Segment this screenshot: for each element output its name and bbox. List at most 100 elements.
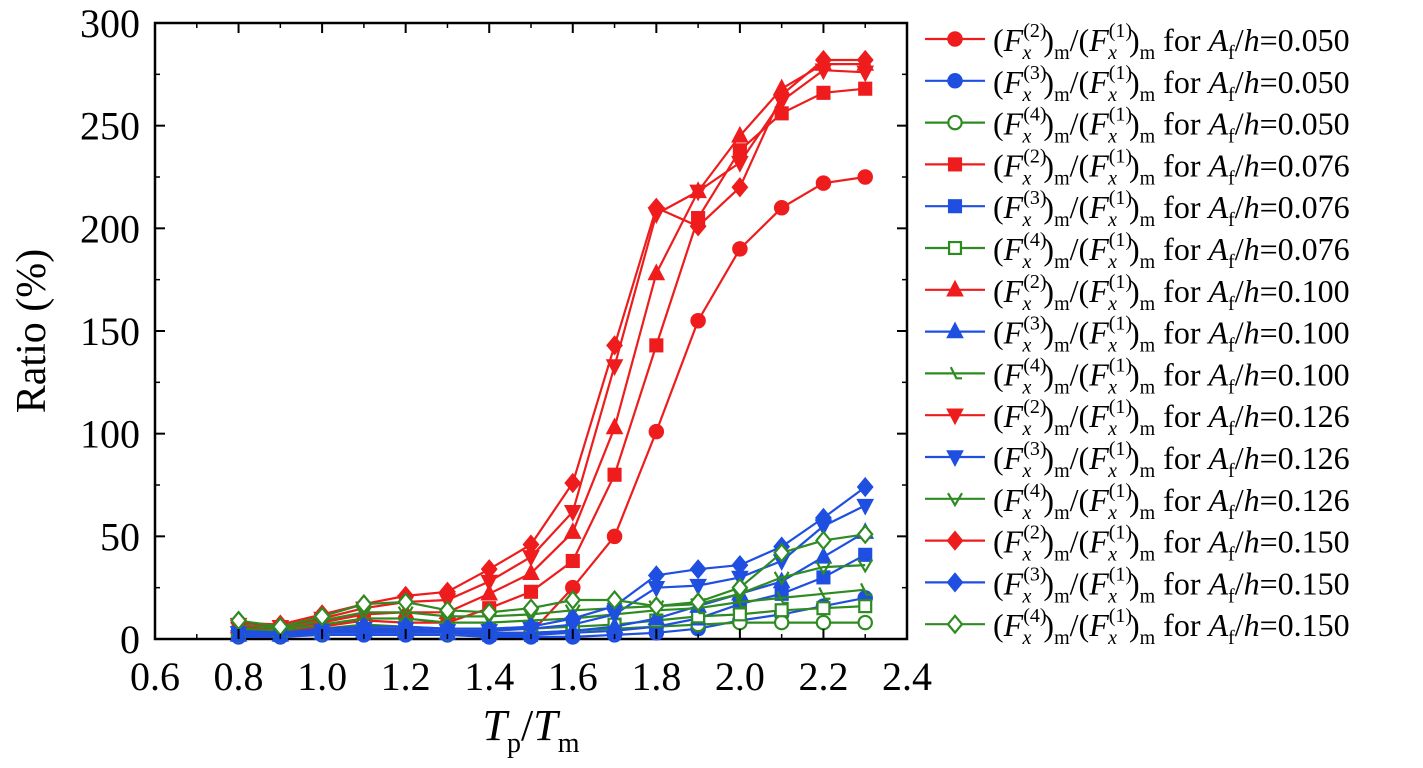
data-point [647, 197, 665, 218]
legend-label: (F(3) x)m/(F(1) x)m for Af/h=0.100 [993, 313, 1350, 357]
y-axis-label: Ratio (%) [9, 249, 55, 413]
data-point [858, 81, 873, 96]
data-point [690, 312, 706, 329]
series-ratio4-af-0.150 [230, 524, 874, 637]
data-point [773, 200, 790, 216]
data-point [648, 423, 665, 440]
data-point [856, 49, 874, 71]
y-tick-label: 150 [80, 309, 140, 354]
data-point [565, 553, 580, 569]
legend-label: (F(2) x)m/(F(1) x)m for Af/h=0.076 [993, 145, 1350, 189]
data-point [480, 559, 498, 580]
x-tick-label: 2.0 [715, 654, 765, 699]
legend-label: (F(3) x)m/(F(1) x)m for Af/h=0.150 [993, 563, 1350, 607]
data-point [731, 125, 749, 143]
series-line [238, 58, 866, 626]
data-point [815, 560, 832, 576]
data-point [689, 216, 707, 237]
series-line [238, 564, 866, 630]
data-point [563, 504, 582, 522]
data-point [564, 608, 582, 629]
legend-entry: (F(4) x)m/(F(1) x)m for Af/h=0.126 [925, 480, 1350, 524]
legend-entry: (F(2) x)m/(F(1) x)m for Af/h=0.100 [925, 271, 1350, 315]
data-point [814, 546, 833, 564]
data-point [647, 608, 666, 626]
data-point [732, 241, 748, 257]
data-point [815, 175, 832, 191]
data-point [732, 143, 747, 158]
legend-marker [947, 492, 963, 508]
legend-marker [947, 157, 963, 172]
legend-label: (F(2) x)m/(F(1) x)m for Af/h=0.050 [993, 20, 1350, 64]
legend-label: (F(3) x)m/(F(1) x)m for Af/h=0.050 [993, 62, 1350, 106]
data-point [815, 49, 832, 71]
data-point [522, 598, 540, 619]
data-point [815, 530, 832, 551]
legend-marker [946, 321, 964, 339]
series-line [238, 596, 866, 639]
legend-entry: (F(3) x)m/(F(1) x)m for Af/h=0.050 [925, 62, 1350, 106]
legend-label: (F(2) x)m/(F(1) x)m for Af/h=0.126 [993, 396, 1350, 440]
x-tick-label: 1.6 [548, 654, 598, 699]
y-tick-label: 200 [80, 206, 140, 251]
data-point [523, 584, 539, 599]
series-ratio2-af-0.050 [230, 169, 873, 641]
data-point [731, 155, 749, 173]
data-point [564, 589, 582, 611]
x-tick-label: 2.4 [882, 654, 932, 699]
legend-label: (F(4) x)m/(F(1) x)m for Af/h=0.076 [993, 229, 1350, 273]
data-point [605, 359, 624, 376]
legend-marker [947, 114, 963, 131]
x-tick-label: 2.2 [798, 654, 848, 699]
x-tick-label: 1.4 [464, 654, 514, 699]
legend-entry: (F(3) x)m/(F(1) x)m for Af/h=0.100 [925, 313, 1350, 357]
data-point [649, 338, 664, 353]
data-point [731, 587, 748, 603]
x-axis-label: Tp/Tm [483, 701, 580, 759]
data-point [607, 467, 622, 482]
legend-marker [946, 530, 964, 551]
y-tick-label: 250 [80, 104, 140, 149]
data-point [856, 498, 875, 516]
data-point [731, 177, 749, 198]
legend-marker [949, 366, 962, 380]
data-point [818, 587, 831, 600]
legend-entry: (F(2) x)m/(F(1) x)m for Af/h=0.150 [925, 522, 1350, 566]
legend-marker [946, 408, 964, 426]
legend-marker [947, 199, 963, 214]
data-point [815, 507, 832, 528]
series-line [238, 87, 866, 632]
legend-entry: (F(2) x)m/(F(1) x)m for Af/h=0.126 [925, 396, 1350, 440]
legend-entry: (F(3) x)m/(F(1) x)m for Af/h=0.150 [925, 563, 1350, 607]
data-point [689, 184, 707, 202]
data-point [480, 602, 498, 623]
x-tick-label: 0.8 [214, 654, 264, 699]
data-point [776, 591, 789, 604]
data-point [605, 417, 624, 435]
series-line [238, 588, 866, 632]
axes-layer: 0.6 0.8 1.0 1.2 1.4 1.6 1.8 2.0 2.2 2.4 0 50 100 150 2… [9, 1, 932, 759]
data-point [689, 559, 707, 580]
legend-entry: (F(3) x)m/(F(1) x)m for Af/h=0.076 [925, 187, 1350, 231]
data-point [563, 522, 582, 539]
series-line [238, 69, 866, 628]
y-tick-label: 300 [80, 1, 140, 46]
legend-label: (F(3) x)m/(F(1) x)m for Af/h=0.076 [993, 187, 1350, 231]
series-line [238, 486, 866, 634]
legend-entry: (F(4) x)m/(F(1) x)m for Af/h=0.150 [925, 605, 1350, 649]
data-point [815, 614, 832, 631]
data-point [734, 595, 747, 609]
legend-label: (F(4) x)m/(F(1) x)m for Af/h=0.100 [993, 354, 1350, 398]
series-line [238, 533, 866, 628]
data-point [856, 476, 874, 498]
data-point [860, 582, 873, 596]
data-point [564, 472, 582, 494]
data-point [689, 578, 707, 596]
data-point [732, 607, 747, 622]
data-point [773, 614, 790, 631]
data-point [816, 85, 831, 100]
legend-entry: (F(2) x)m/(F(1) x)m for Af/h=0.050 [925, 20, 1350, 64]
data-point [605, 616, 624, 634]
legend-label: (F(3) x)m/(F(1) x)m for Af/h=0.126 [993, 438, 1350, 482]
